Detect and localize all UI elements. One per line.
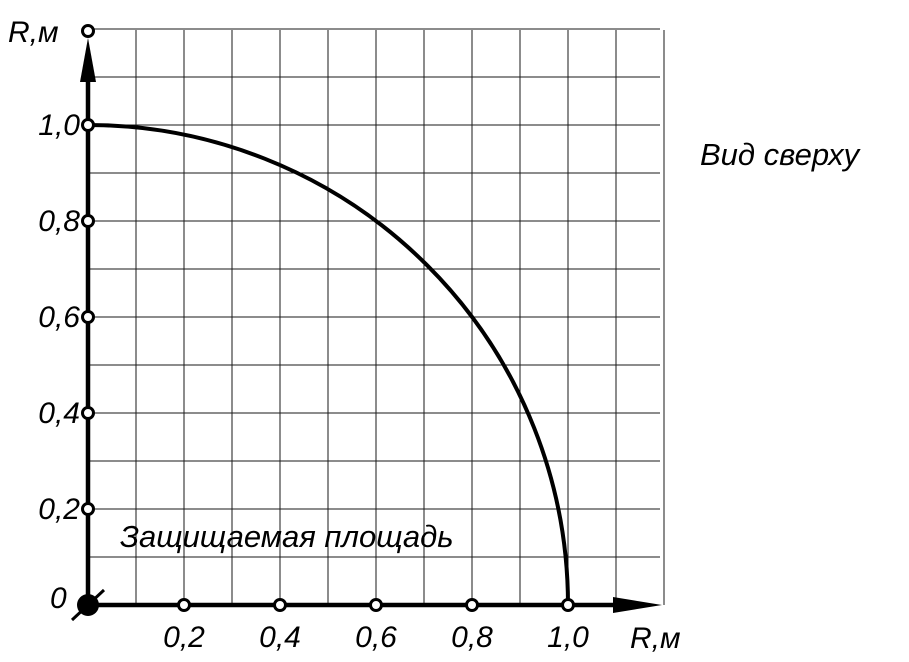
protected-area-label: Защищаемая площадь bbox=[120, 519, 454, 554]
x-tick-label: 1,0 bbox=[547, 621, 589, 654]
protection-boundary-curve bbox=[87, 123, 570, 606]
y-tick-label: 1,0 bbox=[38, 109, 80, 142]
y-tick-marker bbox=[81, 406, 95, 420]
x-tick-marker bbox=[561, 598, 575, 612]
y-tick-label: 0,4 bbox=[38, 397, 80, 430]
y-tick-marker bbox=[81, 502, 95, 516]
x-tick-marker bbox=[465, 598, 479, 612]
origin-label: 0 bbox=[50, 582, 67, 615]
y-tick-label: 0,8 bbox=[38, 205, 80, 238]
x-tick-marker bbox=[273, 598, 287, 612]
y-axis-arrow bbox=[80, 38, 96, 82]
x-tick-label: 0,2 bbox=[163, 621, 205, 654]
x-tick-label: 0,8 bbox=[451, 621, 493, 654]
y-axis-label: R,м bbox=[8, 16, 59, 49]
x-tick-label: 0,4 bbox=[259, 621, 301, 654]
origin-dot bbox=[77, 594, 99, 616]
view-label: Вид сверху bbox=[700, 137, 862, 172]
x-axis-arrow bbox=[613, 597, 662, 613]
y-axis-end-marker bbox=[81, 24, 95, 38]
grid bbox=[88, 28, 665, 605]
y-tick-marker bbox=[81, 214, 95, 228]
tick-markers bbox=[81, 118, 575, 612]
x-tick-marker bbox=[369, 598, 383, 612]
x-tick-marker bbox=[177, 598, 191, 612]
x-axis-label: R,м bbox=[630, 622, 681, 655]
tick-labels: 0,2 0,4 0,6 0,8 1,0 0,2 0,4 0,6 0,8 1,0 bbox=[38, 109, 589, 654]
x-tick-label: 0,6 bbox=[355, 621, 397, 654]
y-tick-label: 0,2 bbox=[38, 493, 80, 526]
y-tick-marker bbox=[81, 310, 95, 324]
y-tick-label: 0,6 bbox=[38, 301, 80, 334]
y-tick-marker bbox=[81, 118, 95, 132]
